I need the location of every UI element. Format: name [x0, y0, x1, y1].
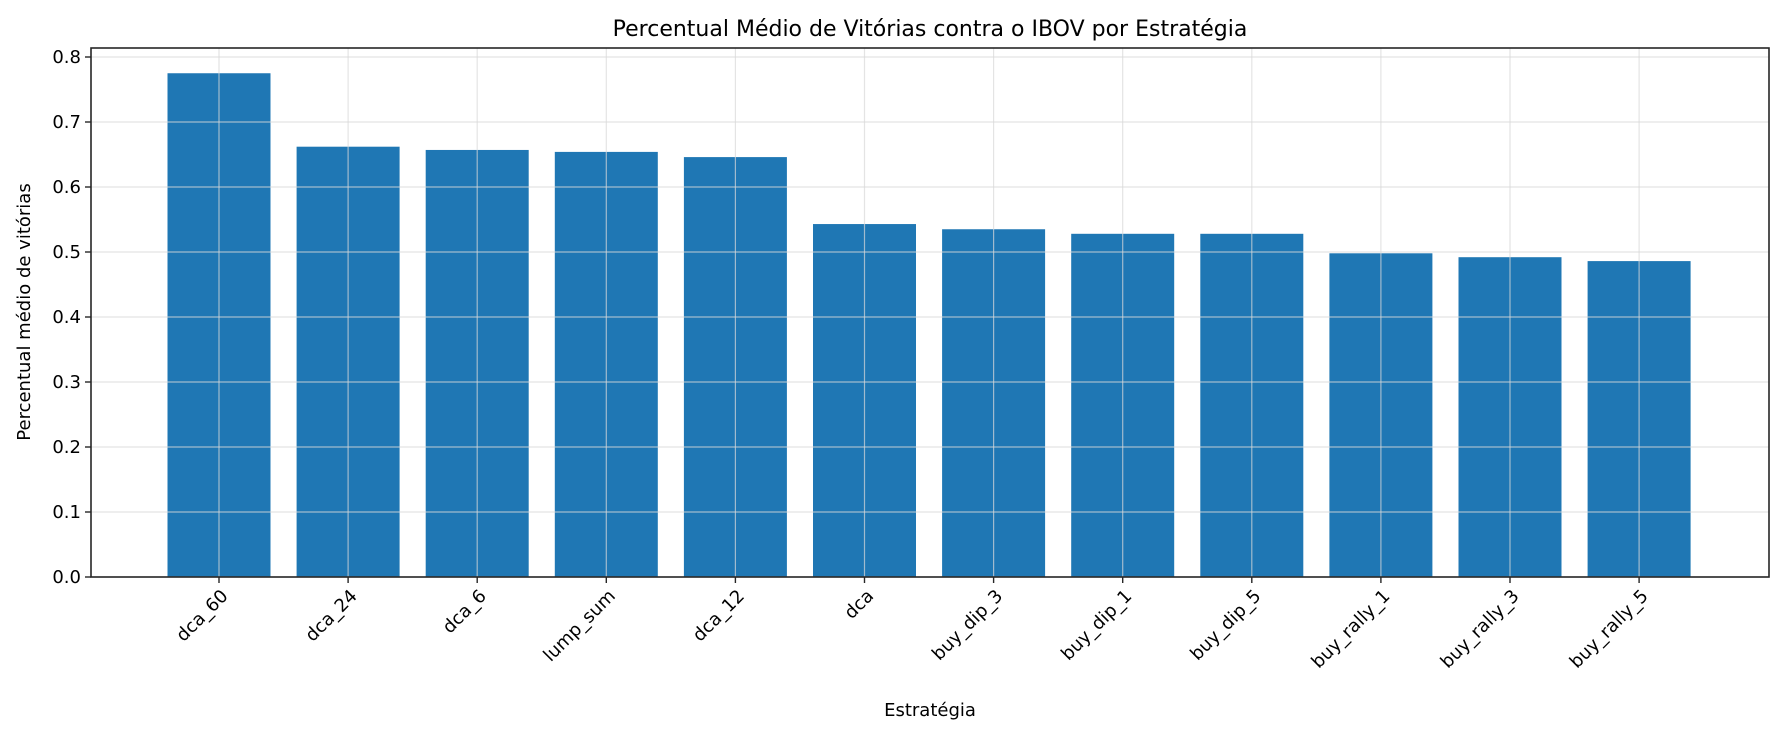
- y-tick-label: 0.0: [52, 567, 81, 588]
- x-tick-label: dca_6: [439, 586, 491, 638]
- y-tick-label: 0.7: [52, 112, 81, 133]
- bars: [167, 73, 1691, 578]
- x-axis-label: Estratégia: [884, 700, 976, 721]
- x-tick-label: lump_sum: [539, 586, 619, 666]
- x-tick-label: buy_dip_3: [928, 586, 1007, 665]
- y-tick-label: 0.8: [52, 47, 81, 68]
- y-tick-label: 0.3: [52, 372, 81, 393]
- y-tick-label: 0.4: [52, 307, 81, 328]
- x-tick-label: buy_rally_5: [1566, 586, 1653, 673]
- x-tick-label: buy_rally_3: [1437, 586, 1524, 673]
- x-tick-label: dca_24: [301, 586, 361, 646]
- y-axis-ticks: 0.0 0.1 0.2 0.3 0.4 0.5 0.6 0.7 0.8: [52, 47, 91, 588]
- y-tick-label: 0.2: [52, 437, 81, 458]
- chart-title: Percentual Médio de Vitórias contra o IB…: [613, 17, 1248, 42]
- x-tick-label: buy_dip_5: [1186, 586, 1265, 665]
- y-tick-label: 0.1: [52, 502, 81, 523]
- x-tick-label: dca_60: [172, 586, 232, 646]
- x-axis-ticks: dca_60 dca_24 dca_6 lump_sum dca_12 dca buy_di…: [172, 577, 1653, 673]
- y-axis-label: Percentual médio de vitórias: [14, 183, 35, 440]
- y-tick-label: 0.6: [52, 177, 81, 198]
- x-tick-label: dca: [840, 586, 878, 624]
- y-tick-label: 0.5: [52, 242, 81, 263]
- x-tick-label: buy_rally_1: [1307, 586, 1394, 673]
- x-tick-label: buy_dip_1: [1057, 586, 1136, 665]
- plot-frame: [90, 47, 1770, 578]
- x-tick-label: dca_12: [689, 586, 749, 646]
